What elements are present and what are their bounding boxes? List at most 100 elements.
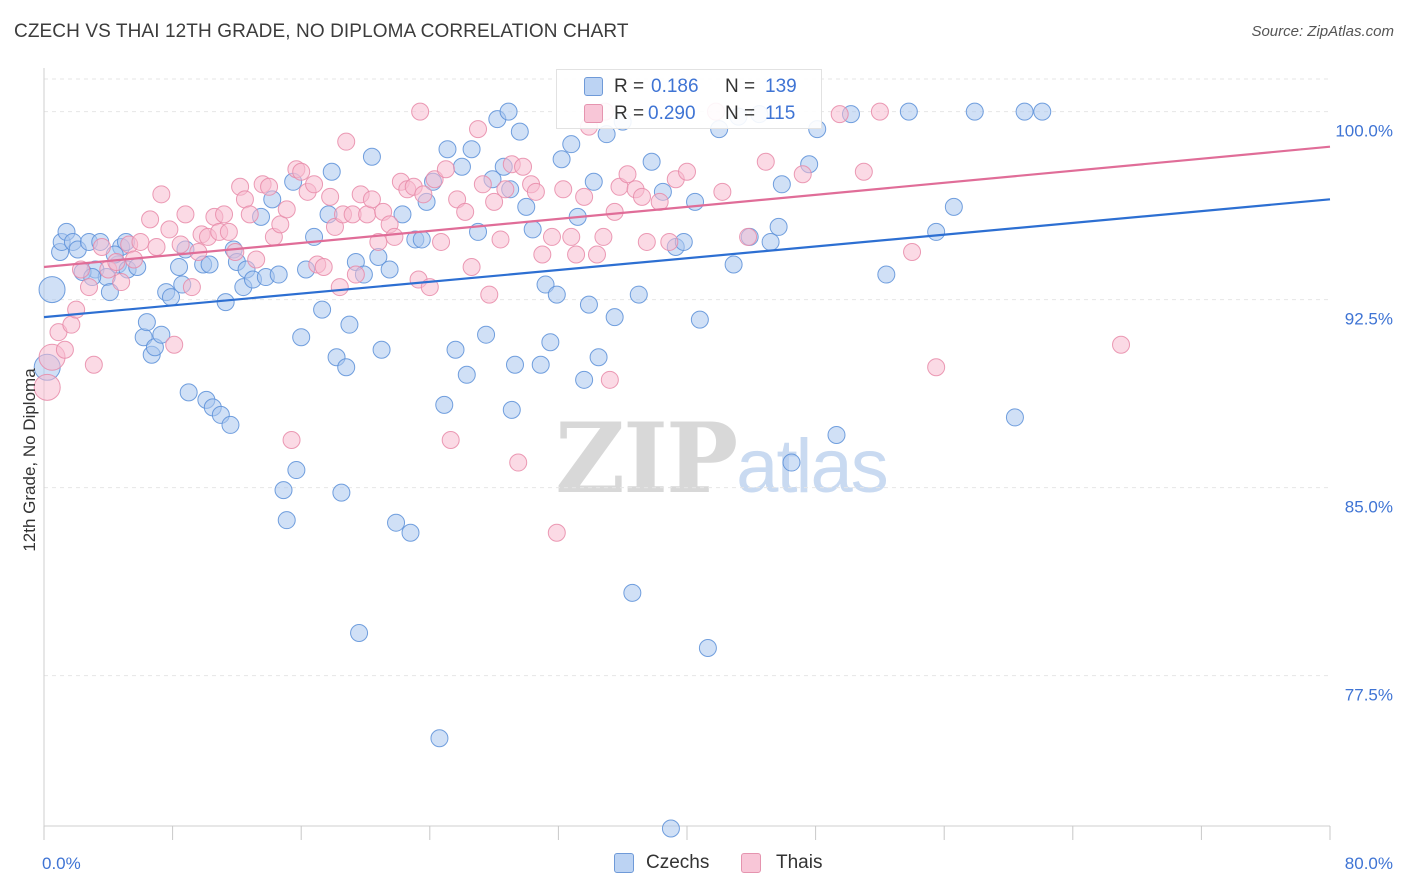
czechs-r-value: 0.186: [651, 76, 699, 97]
data-point: [92, 237, 111, 256]
data-point: [579, 295, 598, 314]
data-point: [55, 340, 74, 359]
data-point: [877, 265, 896, 284]
data-point: [432, 232, 451, 251]
czechs-trend-line: [43, 198, 1331, 319]
data-point: [170, 258, 189, 277]
data-point: [182, 278, 201, 297]
data-point: [287, 461, 306, 480]
czechs-n-value: 139: [765, 76, 797, 97]
data-point: [510, 122, 529, 141]
data-point: [260, 177, 279, 196]
tick-labels: 77.5% 85.0% 92.5% 100.0% 0.0% 80.0%: [42, 122, 1393, 873]
legend-row-thais: R = 0.290 N = 115: [557, 101, 821, 127]
data-point: [337, 358, 356, 377]
data-point: [927, 222, 946, 241]
data-point: [547, 285, 566, 304]
data-point: [618, 165, 637, 184]
data-point: [502, 400, 521, 419]
data-point: [387, 513, 406, 532]
data-point: [165, 335, 184, 354]
data-point: [380, 260, 399, 279]
data-point: [854, 162, 873, 181]
data-point: [698, 639, 717, 658]
data-point: [567, 245, 586, 264]
data-point: [346, 265, 365, 284]
data-point: [739, 227, 758, 246]
data-point: [147, 237, 166, 256]
data-point: [152, 185, 171, 204]
data-point: [533, 245, 552, 264]
data-point: [372, 340, 391, 359]
data-point: [235, 190, 254, 209]
data-point: [477, 325, 496, 344]
data-point: [505, 355, 524, 374]
data-point: [587, 245, 606, 264]
data-point: [340, 315, 359, 334]
data-point: [491, 230, 510, 249]
thais-points: [33, 102, 1131, 542]
data-point: [362, 190, 381, 209]
data-point: [536, 275, 555, 294]
data-point: [642, 152, 661, 171]
data-point: [575, 187, 594, 206]
data-point: [1112, 335, 1131, 354]
data-point: [62, 315, 81, 334]
thais-swatch: [584, 104, 603, 123]
watermark-atlas: atlas: [736, 424, 889, 509]
data-point: [274, 481, 293, 500]
data-point: [769, 217, 788, 236]
data-point: [277, 200, 296, 219]
data-point: [393, 205, 412, 224]
data-point: [756, 152, 775, 171]
data-point: [1005, 408, 1024, 427]
y-tick-label: 100.0%: [1335, 122, 1393, 141]
data-point: [1015, 102, 1034, 121]
data-point: [322, 162, 341, 181]
data-point: [554, 180, 573, 199]
data-point: [425, 170, 444, 189]
thais-legend-label: Thais: [776, 852, 823, 873]
data-point: [526, 182, 545, 201]
data-point: [899, 102, 918, 121]
data-point: [562, 227, 581, 246]
data-point: [827, 425, 846, 444]
data-point: [84, 355, 103, 374]
data-point: [660, 232, 679, 251]
data-point: [277, 511, 296, 530]
data-point: [131, 232, 150, 251]
data-point: [176, 205, 195, 224]
data-point: [171, 235, 190, 254]
data-point: [305, 175, 324, 194]
data-point: [226, 242, 245, 261]
source-label: Source: ZipAtlas.com: [1251, 23, 1394, 40]
data-point: [1033, 102, 1052, 121]
data-point: [713, 182, 732, 201]
data-point: [292, 328, 311, 347]
data-point: [562, 135, 581, 154]
data-point: [38, 276, 66, 304]
data-point: [247, 250, 266, 269]
data-point: [547, 523, 566, 542]
data-point: [480, 285, 499, 304]
data-point: [179, 383, 198, 402]
data-point: [678, 162, 696, 181]
data-point: [552, 150, 571, 169]
data-point: [903, 242, 922, 261]
chart-title: CZECH VS THAI 12TH GRADE, NO DIPLOMA COR…: [14, 21, 629, 42]
data-point: [623, 583, 642, 602]
stats-legend: R = 0.186 N = 139 R = 0.290 N = 115: [556, 69, 822, 129]
data-point: [411, 102, 430, 121]
data-point: [944, 197, 963, 216]
data-point: [584, 172, 603, 191]
data-point: [160, 220, 179, 239]
czechs-legend-label: Czechs: [646, 852, 710, 873]
data-point: [362, 147, 381, 166]
thais-n-value: 115: [765, 103, 796, 124]
data-point: [541, 333, 560, 352]
data-point: [782, 453, 801, 472]
data-point: [686, 192, 705, 211]
x-tick-label: 0.0%: [42, 854, 81, 873]
data-point: [215, 205, 234, 224]
data-point: [830, 105, 849, 124]
